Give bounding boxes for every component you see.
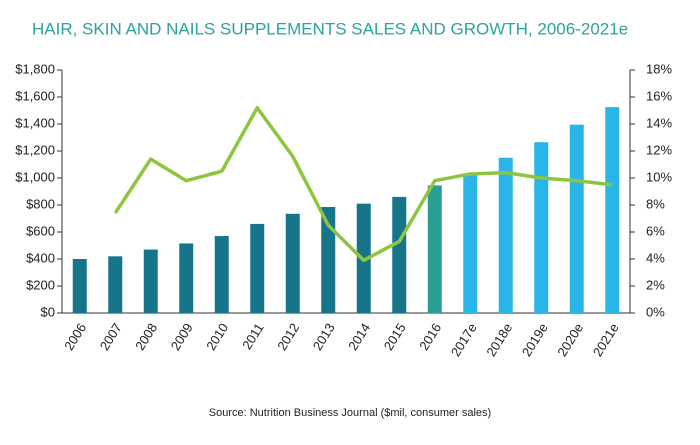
chart-title: HAIR, SKIN AND NAILS SUPPLEMENTS SALES A… [32,19,628,38]
bar [321,207,336,313]
y2-tick-label: 16% [646,88,672,103]
bar [463,173,478,313]
y-tick-label: $1,000 [15,169,55,184]
y2-tick-label: 18% [646,61,672,76]
y2-tick-label: 10% [646,169,672,184]
y-tick-label: $800 [26,196,55,211]
x-tick-label: 2021e [590,320,622,359]
x-tick-label: 2006 [61,320,89,352]
source-note: Source: Nutrition Business Journal ($mil… [209,407,491,419]
bar [250,223,265,313]
x-tick-label: 2007 [97,320,125,352]
y-tick-label: $1,600 [15,88,55,103]
y-tick-label: $600 [26,223,55,238]
y2-tick-label: 4% [646,250,665,265]
bar [605,107,620,313]
y-tick-label: $1,200 [15,142,55,157]
y-tick-label: $0 [41,304,55,319]
x-tick-label: 2009 [168,320,196,352]
x-tick-label: 2016 [416,320,444,352]
growth-line [113,106,613,263]
x-tick-label: 2015 [381,320,409,352]
bar [143,249,158,313]
bar [72,259,87,313]
x-tick-label: 2020e [554,320,586,359]
bar [108,256,123,313]
y2-tick-label: 14% [646,115,672,130]
y-tick-label: $200 [26,277,55,292]
bar [214,236,229,313]
y-tick-label: $1,800 [15,61,55,76]
y2-tick-label: 0% [646,304,665,319]
y-tick-label: $1,400 [15,115,55,130]
y2-tick-label: 2% [646,277,665,292]
bar [179,243,194,313]
bar [498,157,513,313]
x-tick-label: 2008 [132,320,160,352]
bar [569,124,584,313]
y-tick-label: $400 [26,250,55,265]
bar [427,185,442,313]
x-tick-label: 2011 [239,320,267,352]
x-tick-label: 2013 [310,320,338,352]
y2-tick-label: 8% [646,196,665,211]
y2-tick-label: 6% [646,223,665,238]
x-tick-label: 2014 [345,320,373,352]
x-tick-label: 2019e [519,320,551,359]
y2-tick-label: 12% [646,142,672,157]
bar [392,196,407,313]
x-tick-label: 2010 [203,320,231,352]
x-tick-label: 2012 [274,320,302,352]
bar [285,213,300,313]
x-tick-label: 2017e [448,320,480,359]
bar [534,142,549,313]
x-tick-label: 2018e [483,320,515,359]
